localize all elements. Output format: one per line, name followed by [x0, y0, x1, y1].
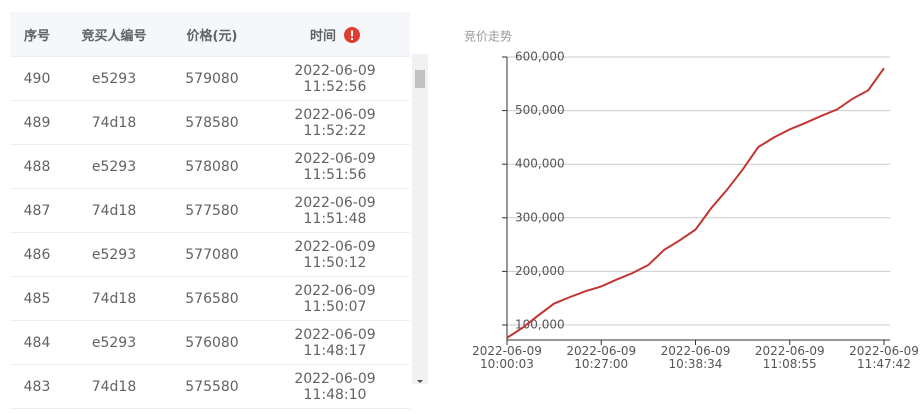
column-header: 价格(元)	[164, 12, 260, 57]
table-cell: 483	[10, 364, 64, 409]
table-cell: 74d18	[64, 364, 164, 409]
table-cell: 484	[10, 320, 64, 365]
table-cell: 74d18	[64, 100, 164, 145]
chart-title: 竞价走势	[464, 30, 512, 44]
column-title: 价格(元)	[186, 28, 238, 44]
table-cell: 2022-06-09 11:48:10	[260, 364, 410, 409]
y-tick-label: 200,000	[515, 264, 565, 278]
table-cell: 2022-06-09 11:51:48	[260, 188, 410, 233]
table-row: 490 e5293 579080 2022-06-09 11:52:56	[10, 56, 410, 101]
table-cell: e5293	[64, 232, 164, 277]
info-icon[interactable]	[344, 26, 360, 43]
table-cell: e5293	[64, 320, 164, 365]
x-tick-label: 2022-06-09 11:08:55	[754, 344, 825, 371]
table-row: 484 e5293 576080 2022-06-09 11:48:17	[10, 320, 410, 365]
table-cell: 74d18	[64, 276, 164, 321]
y-tick-label: 400,000	[515, 157, 565, 171]
column-header: 序号	[10, 12, 64, 57]
table-row: 483 74d18 575580 2022-06-09 11:48:10	[10, 364, 410, 409]
table-row: 487 74d18 577580 2022-06-09 11:51:48	[10, 188, 410, 233]
column-title: 序号	[23, 28, 50, 44]
scroll-thumb[interactable]	[415, 70, 425, 88]
table-cell: 579080	[164, 56, 260, 101]
table-cell: e5293	[64, 56, 164, 101]
table-header: 序号 竞买人编号 价格(元) 时间	[10, 12, 410, 57]
table-row: 486 e5293 577080 2022-06-09 11:50:12	[10, 232, 410, 277]
table-cell: 488	[10, 144, 64, 189]
y-tick-label: 600,000	[515, 50, 565, 64]
table-cell: 2022-06-09 11:51:56	[260, 144, 410, 189]
table-row: 485 74d18 576580 2022-06-09 11:50:07	[10, 276, 410, 321]
y-tick-label: 500,000	[515, 103, 565, 117]
table-cell: 578080	[164, 144, 260, 189]
table-cell: 490	[10, 56, 64, 101]
x-tick-label: 2022-06-09 10:00:03	[472, 344, 542, 371]
x-tick-label: 2022-06-09 10:27:00	[566, 344, 637, 371]
table-row: 488 e5293 578080 2022-06-09 11:51:56	[10, 144, 410, 189]
table-body: 490 e5293 579080 2022-06-09 11:52:56 489 74d1…	[10, 56, 410, 409]
y-tick-label: 100,000	[515, 317, 565, 331]
y-tick-label: 300,000	[515, 210, 565, 224]
column-title: 竞买人编号	[81, 28, 147, 44]
table-cell: 577580	[164, 188, 260, 233]
table-cell: 578580	[164, 100, 260, 145]
table-cell: 2022-06-09 11:50:07	[260, 276, 410, 321]
column-title: 时间	[309, 28, 336, 44]
scrollbar[interactable]	[412, 54, 428, 384]
table-cell: 489	[10, 100, 64, 145]
x-tick-label: 2022-06-09 11:47:42	[849, 344, 919, 371]
table-cell: 486	[10, 232, 64, 277]
table-cell: e5293	[64, 144, 164, 189]
bid-table: 序号 竞买人编号 价格(元) 时间 490 e5293 579080 2022-06-09 …	[10, 12, 410, 409]
table-cell: 575580	[164, 364, 260, 409]
table-cell: 487	[10, 188, 64, 233]
scroll-arrows	[417, 380, 423, 383]
x-tick-label: 2022-06-09 10:38:34	[660, 344, 731, 371]
table-cell: 577080	[164, 232, 260, 277]
table-cell: 2022-06-09 11:52:56	[260, 56, 410, 101]
table-cell: 576580	[164, 276, 260, 321]
table-cell: 485	[10, 276, 64, 321]
table-cell: 74d18	[64, 188, 164, 233]
table-cell: 2022-06-09 11:48:17	[260, 320, 410, 365]
table-cell: 2022-06-09 11:52:22	[260, 100, 410, 145]
price-line	[506, 67, 885, 339]
column-header: 时间	[260, 12, 410, 57]
table-cell: 576080	[164, 320, 260, 365]
column-header: 竞买人编号	[64, 12, 164, 57]
table-cell: 2022-06-09 11:50:12	[260, 232, 410, 277]
table-row: 489 74d18 578580 2022-06-09 11:52:22	[10, 100, 410, 145]
